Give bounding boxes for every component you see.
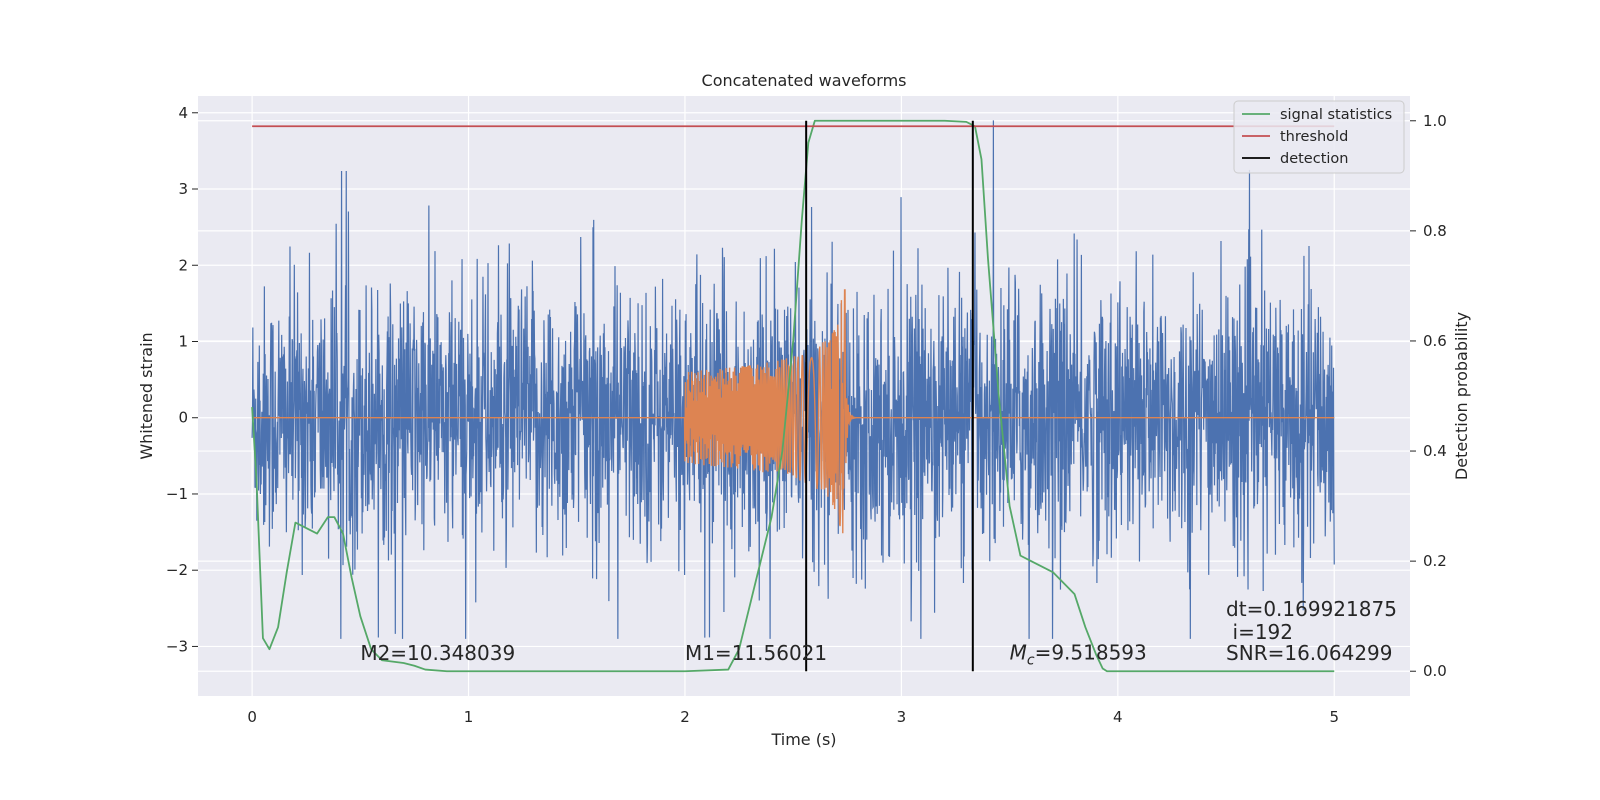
signal-statistics-line: [251, 119, 1335, 673]
y2-tick-label: 0.8: [1423, 222, 1447, 240]
annotation-text: M1=11.56021: [685, 641, 827, 665]
y-tick-label: 1: [178, 332, 188, 350]
annotation-text: dt=0.169921875: [1226, 597, 1397, 621]
y2-tick-label: 0.2: [1423, 552, 1447, 570]
legend-label: detection: [1280, 151, 1348, 167]
series-layer: [251, 119, 1335, 673]
y2-tick-label: 0.0: [1423, 662, 1447, 680]
y-tick-label: 0: [178, 409, 188, 427]
y-tick-label: 3: [178, 180, 188, 198]
y-tick-label: −3: [166, 637, 188, 655]
y2-tick-label: 1.0: [1423, 112, 1447, 130]
y-tick-label: 2: [178, 256, 188, 274]
annotation-text: i=192: [1233, 620, 1294, 644]
y2-tick-label: 0.6: [1423, 332, 1447, 350]
annotation-rest: =9.518593: [1035, 640, 1147, 664]
chirp-series-line: [252, 289, 1335, 534]
legend: signal statistics threshold detection: [1233, 100, 1405, 174]
y-tick-label: −2: [166, 561, 188, 579]
x-tick-label: 0: [247, 708, 257, 726]
x-tick-label: 1: [464, 708, 474, 726]
annotation-sub: c: [1027, 652, 1035, 668]
ticks: 0 1 2 3 4 5 −3 −2 −1 0 1 2 3 4 0.0 0.2 0.4 0.6 0.8 1.0: [166, 104, 1447, 726]
annotation-main: M: [1010, 640, 1027, 664]
annotation-text: SNR=16.064299: [1226, 641, 1392, 665]
chart-title: Concatenated waveforms: [702, 71, 907, 90]
legend-box: [1233, 100, 1405, 174]
x-tick-label: 4: [1113, 708, 1123, 726]
x-axis-label: Time (s): [770, 730, 836, 749]
annotation-text: Mc=9.518593: [1010, 640, 1147, 668]
legend-label: signal statistics: [1280, 107, 1392, 123]
annotation-text: M2=10.348039: [360, 641, 515, 665]
y-axis-label: Whitened strain: [137, 332, 156, 459]
y2-tick-label: 0.4: [1423, 442, 1447, 460]
legend-label: threshold: [1280, 129, 1348, 145]
y2-axis-label: Detection probability: [1452, 312, 1471, 480]
y-tick-label: −1: [166, 485, 188, 503]
x-tick-label: 5: [1329, 708, 1339, 726]
y-tick-label: 4: [178, 104, 188, 122]
annotations: M2=10.348039 M1=11.56021 Mc=9.518593 dt=0.1…: [360, 597, 1397, 668]
x-tick-label: 2: [680, 708, 690, 726]
x-tick-label: 3: [897, 708, 907, 726]
